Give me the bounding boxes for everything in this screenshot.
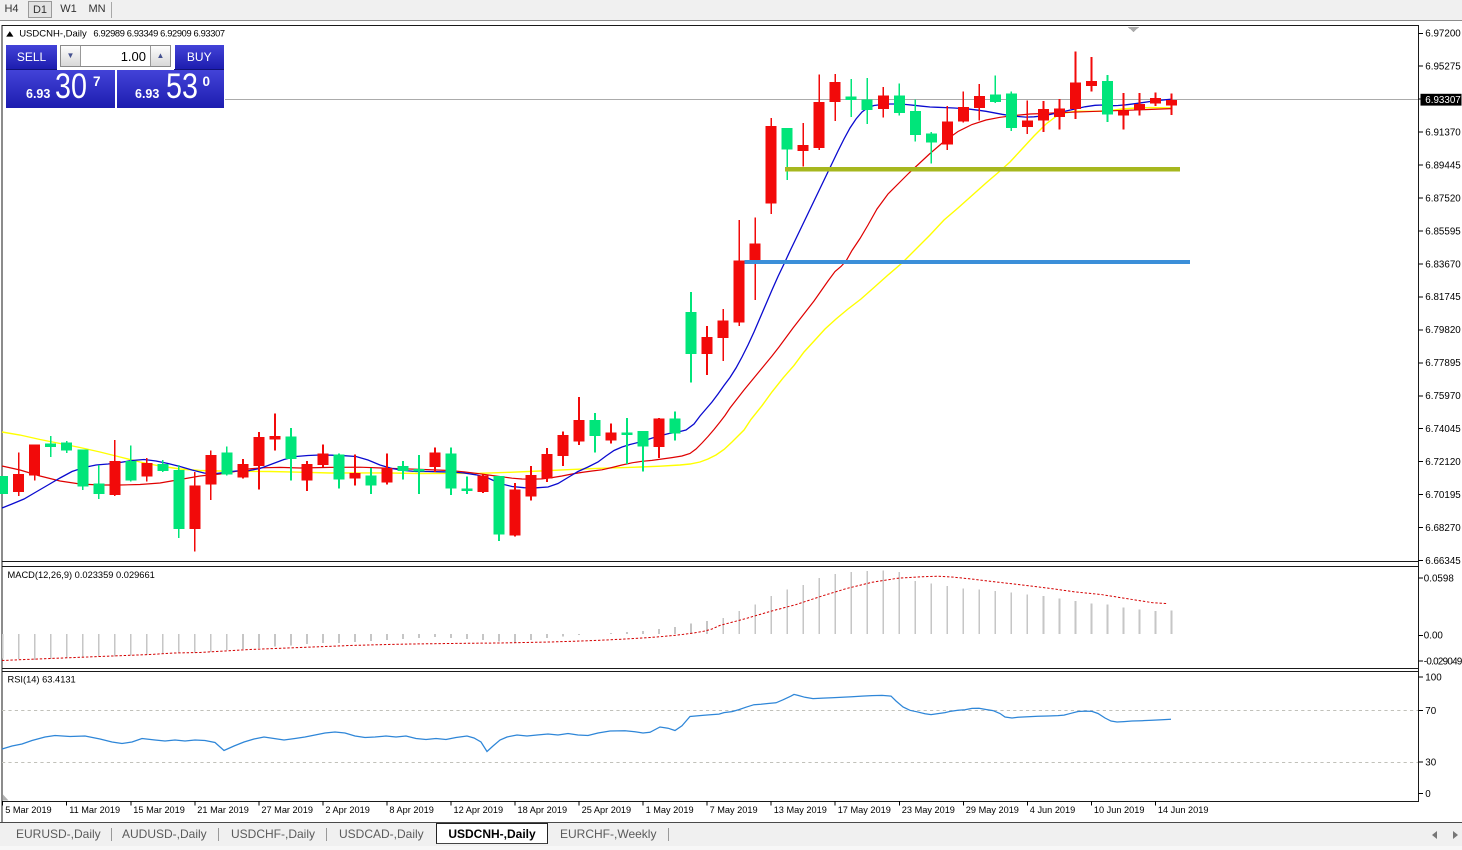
svg-text:MACD(12,26,9) 0.023359 0.02966: MACD(12,26,9) 0.023359 0.029661 — [8, 570, 155, 580]
svg-text:6.72120: 6.72120 — [1425, 457, 1461, 468]
svg-text:6.66345: 6.66345 — [1425, 556, 1461, 567]
svg-text:11 Mar 2019: 11 Mar 2019 — [69, 805, 120, 815]
svg-text:14 Jun 2019: 14 Jun 2019 — [1158, 805, 1209, 815]
svg-text:6.79820: 6.79820 — [1425, 325, 1461, 336]
svg-text:18 Apr 2019: 18 Apr 2019 — [518, 805, 568, 815]
svg-text:RSI(14) 63.4131: RSI(14) 63.4131 — [8, 675, 76, 685]
svg-text:2 Apr 2019: 2 Apr 2019 — [325, 805, 369, 815]
svg-text:13 May 2019: 13 May 2019 — [774, 805, 827, 815]
svg-text:6.75970: 6.75970 — [1425, 391, 1461, 402]
svg-text:5 Mar 2019: 5 Mar 2019 — [5, 805, 51, 815]
svg-text:6.68270: 6.68270 — [1425, 523, 1461, 534]
svg-text:0.0598: 0.0598 — [1424, 574, 1455, 585]
svg-text:6.74045: 6.74045 — [1425, 424, 1461, 435]
svg-text:0: 0 — [1425, 789, 1431, 800]
svg-text:10 Jun 2019: 10 Jun 2019 — [1094, 805, 1145, 815]
svg-text:6.87520: 6.87520 — [1425, 193, 1461, 204]
svg-text:6.93307: 6.93307 — [1425, 95, 1460, 106]
svg-text:7 May 2019: 7 May 2019 — [710, 805, 758, 815]
svg-text:4 Jun 2019: 4 Jun 2019 — [1030, 805, 1075, 815]
svg-text:21 Mar 2019: 21 Mar 2019 — [197, 805, 249, 815]
svg-text:6.77895: 6.77895 — [1425, 358, 1461, 369]
svg-text:30: 30 — [1425, 757, 1436, 768]
svg-text:1 May 2019: 1 May 2019 — [646, 805, 694, 815]
svg-text:17 May 2019: 17 May 2019 — [838, 805, 891, 815]
svg-text:0.00: 0.00 — [1424, 631, 1444, 642]
svg-text:6.81745: 6.81745 — [1425, 292, 1461, 303]
svg-text:6.89445: 6.89445 — [1425, 160, 1461, 171]
svg-text:6.70195: 6.70195 — [1425, 490, 1461, 501]
svg-text:6.95275: 6.95275 — [1425, 62, 1461, 73]
svg-text:29 May 2019: 29 May 2019 — [966, 805, 1019, 815]
svg-text:15 Mar 2019: 15 Mar 2019 — [133, 805, 185, 815]
svg-text:23 May 2019: 23 May 2019 — [902, 805, 955, 815]
svg-text:70: 70 — [1425, 706, 1436, 717]
svg-text:27 Mar 2019: 27 Mar 2019 — [261, 805, 313, 815]
svg-text:-0.029049: -0.029049 — [1424, 656, 1462, 667]
svg-text:100: 100 — [1425, 672, 1442, 683]
svg-text:25 Apr 2019: 25 Apr 2019 — [582, 805, 632, 815]
svg-text:8 Apr 2019: 8 Apr 2019 — [389, 805, 433, 815]
svg-text:6.91370: 6.91370 — [1425, 128, 1461, 139]
svg-text:6.85595: 6.85595 — [1425, 226, 1461, 237]
svg-text:USDCNH-,Daily: USDCNH-,Daily — [19, 29, 87, 40]
svg-text:12 Apr 2019: 12 Apr 2019 — [454, 805, 504, 815]
svg-text:6.92989 6.93349 6.92909 6.9330: 6.92989 6.93349 6.92909 6.93307 — [93, 29, 225, 39]
svg-text:6.97200: 6.97200 — [1425, 29, 1461, 40]
svg-text:6.83670: 6.83670 — [1425, 259, 1461, 270]
